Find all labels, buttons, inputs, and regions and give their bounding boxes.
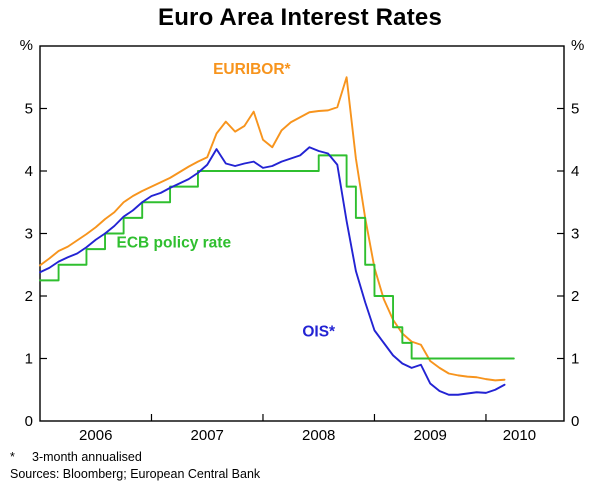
y-tick-label-right: 2 bbox=[571, 288, 579, 305]
footnote-marker: * bbox=[10, 450, 15, 464]
y-tick-label-left: 4 bbox=[25, 163, 33, 180]
footnote-text: 3-month annualised bbox=[32, 450, 142, 464]
x-tick-label: 2010 bbox=[503, 427, 536, 444]
y-tick-label-right: 0 bbox=[571, 413, 579, 430]
y-tick-label-left: 0 bbox=[25, 413, 33, 430]
y-tick-label-left: 2 bbox=[25, 288, 33, 305]
x-tick-label: 2007 bbox=[191, 427, 224, 444]
y-tick-label-right: 4 bbox=[571, 163, 579, 180]
euribor-line bbox=[39, 76, 506, 382]
x-tick-label: 2006 bbox=[79, 427, 112, 444]
y-tick-label-left: 3 bbox=[25, 226, 33, 243]
ois-line bbox=[39, 146, 506, 396]
y-tick-label-right: 5 bbox=[571, 101, 579, 118]
y-tick-label-right: 3 bbox=[571, 226, 579, 243]
footnotes: * 3-month annualised Sources: Bloomberg; … bbox=[10, 449, 260, 483]
ecb-policy-rate-label: ECB policy rate bbox=[117, 234, 232, 251]
y-tick-label-left: 5 bbox=[25, 101, 33, 118]
x-tick-label: 2008 bbox=[302, 427, 335, 444]
y-tick-label-right: 1 bbox=[571, 351, 579, 368]
interest-rates-chart: 0 0 1 1 2 2 3 3 4 4 5 5% % 2006 2007 2008 2009 2010 EURIBO… bbox=[20, 37, 585, 444]
sources-line: Sources: Bloomberg; European Central Ban… bbox=[10, 466, 261, 481]
footnote-line: * 3-month annualised bbox=[10, 449, 260, 466]
y-axis-unit-left: % bbox=[20, 37, 33, 54]
x-tick-label: 2009 bbox=[414, 427, 447, 444]
y-tick-label-left: 1 bbox=[25, 351, 33, 368]
ecb-policy-rate-line bbox=[39, 154, 515, 360]
y-axis-unit-right: % bbox=[571, 37, 584, 54]
ois-label: OIS* bbox=[302, 324, 336, 341]
euribor-label: EURIBOR* bbox=[213, 61, 291, 78]
chart-title: Euro Area Interest Rates bbox=[157, 4, 442, 31]
